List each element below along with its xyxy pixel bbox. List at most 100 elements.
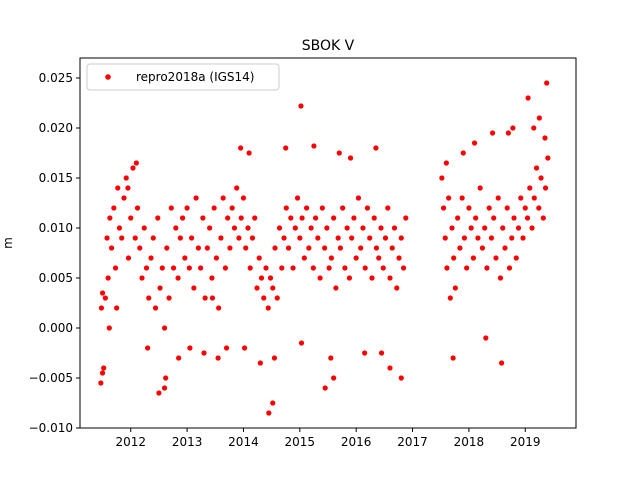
data-point — [132, 235, 138, 241]
data-point — [313, 215, 319, 221]
y-tick-label: −0.010 — [29, 421, 73, 435]
data-point — [362, 265, 368, 271]
data-point — [545, 155, 551, 161]
y-tick-label: −0.005 — [29, 371, 73, 385]
data-point — [201, 350, 207, 356]
x-tick-label: 2013 — [172, 435, 203, 449]
data-point — [187, 345, 193, 351]
data-point — [220, 195, 226, 201]
data-point — [177, 235, 183, 241]
data-point — [227, 245, 233, 251]
data-point — [459, 195, 465, 201]
data-point — [358, 245, 364, 251]
data-point — [511, 215, 517, 221]
data-point — [495, 195, 501, 201]
y-axis: −0.010 −0.005 0.000 0.005 0.010 0.015 0.020 0.0… — [29, 71, 80, 435]
data-point — [116, 225, 123, 231]
data-point — [483, 335, 489, 341]
data-point — [128, 215, 134, 221]
data-point — [266, 410, 272, 416]
x-tick-label: 2018 — [454, 435, 485, 449]
chart-title: SBOK V — [302, 38, 355, 54]
data-point — [150, 235, 156, 241]
data-point — [137, 245, 143, 251]
y-axis-label: m — [1, 237, 15, 249]
data-point — [99, 290, 106, 296]
data-point — [360, 225, 366, 231]
data-point — [544, 80, 550, 86]
plot-frame — [79, 57, 577, 429]
data-point — [373, 245, 380, 251]
data-point — [520, 235, 526, 241]
data-point — [486, 205, 492, 211]
data-point — [240, 195, 247, 201]
data-point — [213, 255, 219, 261]
data-point — [482, 225, 488, 231]
data-point — [502, 245, 508, 251]
data-point — [529, 225, 535, 231]
data-point — [400, 265, 407, 271]
data-point — [301, 255, 307, 261]
data-point — [106, 325, 112, 331]
data-point — [134, 205, 141, 211]
data-point — [191, 285, 197, 291]
data-point — [488, 235, 495, 241]
data-point — [509, 235, 515, 241]
data-point — [121, 195, 127, 201]
data-point — [102, 295, 108, 301]
data-point — [283, 145, 289, 151]
data-point — [336, 150, 342, 156]
data-point — [288, 215, 294, 221]
data-point — [499, 360, 505, 366]
data-point — [443, 160, 449, 166]
data-point — [261, 295, 267, 301]
data-point — [317, 275, 323, 281]
legend: repro2018a (IGS14) — [86, 63, 280, 91]
data-point — [385, 205, 391, 211]
data-point — [234, 185, 240, 191]
data-point — [161, 385, 168, 391]
data-point — [112, 265, 119, 271]
data-point — [451, 255, 457, 261]
data-point — [542, 135, 548, 141]
data-point — [311, 143, 317, 149]
data-point — [391, 225, 398, 231]
data-point — [513, 255, 519, 261]
data-point — [473, 215, 479, 221]
data-point — [505, 130, 511, 136]
data-point — [182, 255, 188, 261]
x-axis: 2012 2013 2014 2015 2016 2017 2018 2019 — [115, 428, 541, 449]
data-point — [396, 255, 402, 261]
data-point — [527, 185, 533, 191]
data-point — [290, 265, 296, 271]
data-point — [184, 205, 190, 211]
data-point — [303, 205, 310, 211]
data-point — [204, 245, 210, 251]
data-point — [328, 255, 334, 261]
data-point — [292, 225, 298, 231]
data-point — [378, 225, 384, 231]
data-point — [155, 215, 161, 221]
data-point — [369, 275, 375, 281]
data-point — [176, 355, 182, 361]
data-point — [298, 103, 304, 109]
data-point — [515, 225, 522, 231]
data-point — [271, 355, 278, 361]
data-point — [452, 285, 458, 291]
data-point — [455, 215, 461, 221]
data-point — [163, 375, 169, 381]
data-point — [442, 235, 448, 241]
data-point — [394, 285, 400, 291]
data-point — [466, 205, 472, 211]
data-point — [161, 325, 168, 331]
legend-entry-label: repro2018a (IGS14) — [136, 70, 254, 84]
data-point — [198, 265, 204, 271]
data-point — [324, 225, 330, 231]
data-point — [489, 130, 496, 136]
data-point — [130, 165, 136, 171]
data-point — [104, 235, 110, 241]
data-point — [518, 195, 524, 201]
data-point — [403, 215, 409, 221]
data-point — [252, 215, 258, 221]
data-point — [484, 265, 490, 271]
